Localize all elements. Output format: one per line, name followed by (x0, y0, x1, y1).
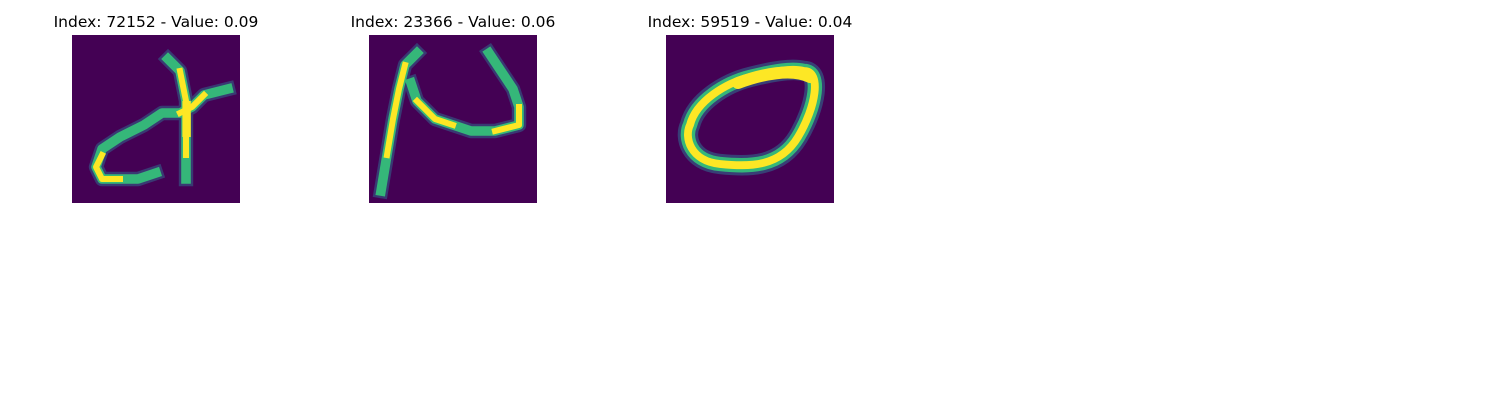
image-panel-2: Index: 23366 - Value: 0.06 (333, 0, 573, 210)
digit-image-1 (72, 35, 240, 203)
panel-title-2: Index: 23366 - Value: 0.06 (350, 13, 556, 31)
panel-title-3: Index: 59519 - Value: 0.04 (647, 13, 853, 31)
image-panel-3: Index: 59519 - Value: 0.04 (630, 0, 870, 210)
digit-image-2 (369, 35, 537, 203)
digit-image-3 (666, 35, 834, 203)
image-panel-1: Index: 72152 - Value: 0.09 (36, 0, 276, 210)
panel-title-1: Index: 72152 - Value: 0.09 (53, 13, 259, 31)
